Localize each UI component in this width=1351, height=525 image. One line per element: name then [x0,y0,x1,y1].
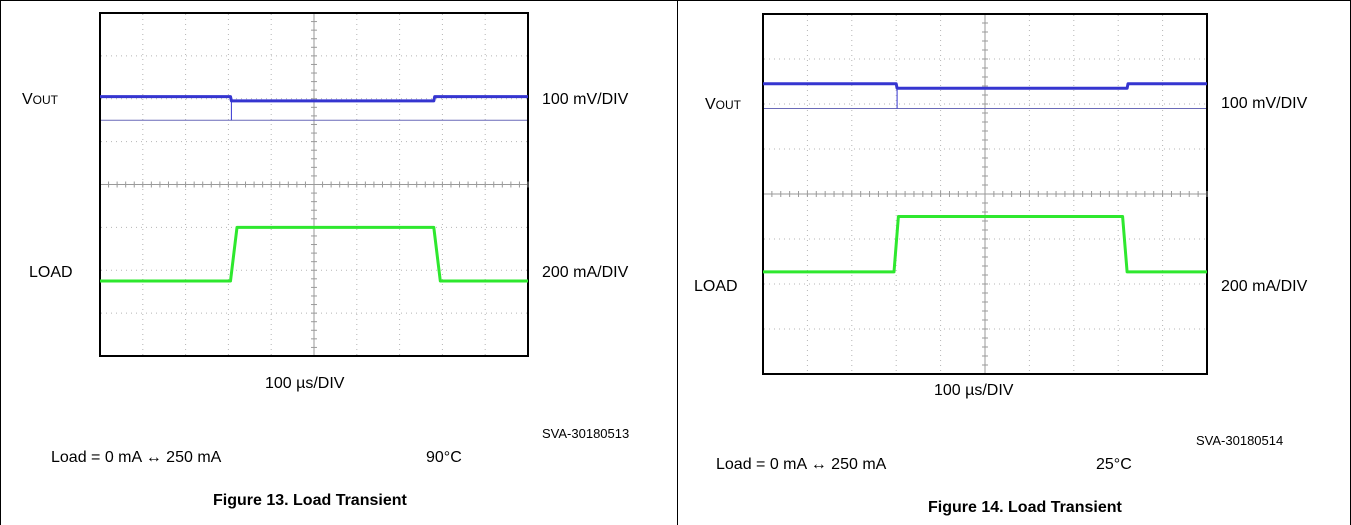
load-trace [763,215,1207,274]
vout-label: VOUT [705,96,741,114]
load-scale-label: 200 mA/DIV [1221,278,1308,295]
vout-trace [100,95,528,103]
vout-trace [763,82,1207,90]
scope-svg-14 [762,13,1208,375]
temperature-condition: 90°C [426,449,462,466]
figure-code: SVA-30180514 [1196,433,1284,448]
vout-label-sub: OUT [715,98,742,112]
scope-plot-14 [762,13,1208,375]
vout-label-main: V [22,91,33,108]
load-label: LOAD [29,264,73,281]
load-condition: Load = 0 mA ↔ 250 mA [51,449,222,466]
vout-scale-label: 100 mV/DIV [542,91,629,108]
figure-caption: Figure 13. Load Transient [213,492,407,509]
time-scale-label: 100 µs/DIV [934,382,1014,399]
vout-scale-label: 100 mV/DIV [1221,95,1308,112]
figure-code: SVA-30180513 [542,426,630,441]
scope-svg-13 [99,12,529,357]
figure-13-panel: VOUT 100 mV/DIV LOAD 200 mA/DIV 100 µs/D… [0,0,677,525]
scope-plot-13 [99,12,529,357]
load-label: LOAD [694,278,738,295]
figure-14-panel: VOUT 100 mV/DIV LOAD 200 mA/DIV 100 µs/D… [677,0,1351,525]
vout-label-main: V [705,96,716,113]
load-condition: Load = 0 mA ↔ 250 mA [716,456,887,473]
vout-label-sub: OUT [32,93,59,107]
temperature-condition: 25°C [1096,456,1132,473]
vout-label: VOUT [22,91,58,109]
figure-caption: Figure 14. Load Transient [928,499,1122,516]
time-scale-label: 100 µs/DIV [265,375,345,392]
load-trace [100,225,528,283]
load-scale-label: 200 mA/DIV [542,264,629,281]
